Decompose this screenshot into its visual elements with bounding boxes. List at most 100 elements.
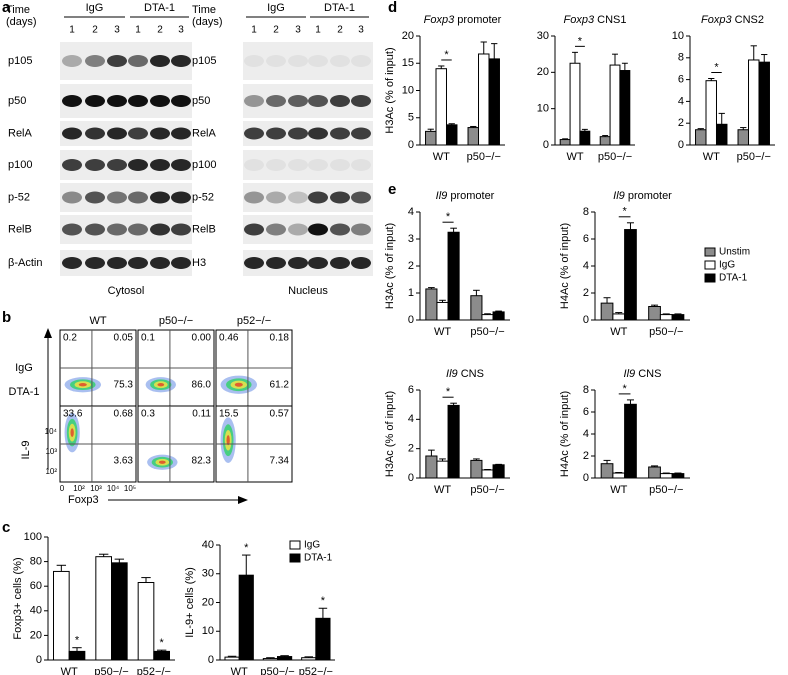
flow-density [157,383,165,387]
time-label: Time (days) [6,4,37,28]
blot-band [128,257,148,269]
y-tick-label: 5 [408,112,414,124]
x-tick-label: p50−/− [260,666,294,675]
blot-band [351,191,371,204]
lane-label: 3 [295,25,301,36]
bar [671,314,685,321]
chart-title: Foxp3 CNS2 [701,14,764,26]
blot-band [308,223,328,236]
y-tick-label: 8 [583,206,589,218]
bar [470,295,483,321]
fraction-label: Cytosol [108,285,145,297]
flow-density [70,428,74,437]
flow-density [158,460,166,464]
group-label: DTA-1 [144,2,175,14]
legend-label: IgG [719,260,735,271]
bar [238,574,254,661]
chart-title: Il9 CNS [446,368,484,380]
bar [478,53,490,146]
bar [748,59,760,146]
y-tick-label: 0 [408,472,414,484]
y-tick-label: 2 [408,443,414,455]
quadrant-value: 0.00 [192,333,212,344]
legend-swatch [704,260,716,270]
bar [599,136,611,146]
bar [467,127,480,146]
panel-label: b [2,309,11,326]
panel-label: a [2,0,11,16]
bar [695,129,707,146]
y-tick-label: 0 [678,139,684,151]
flow-x-tick: 10⁴ [107,484,120,493]
y-tick-label: 6 [583,406,589,418]
blot-band [107,55,127,67]
blot-band [266,55,286,67]
bar [705,80,717,146]
bar [111,562,128,661]
bar [624,229,637,321]
y-axis-label: H3Ac (% of input) [384,223,396,309]
y-tick-label: 40 [30,605,42,617]
x-tick-label: p50−/− [467,151,501,163]
bar [153,650,170,661]
quadrant-value: 0.46 [219,333,239,344]
bar [648,466,661,479]
blot-band [351,223,371,236]
bar [262,658,279,661]
panel-label: c [2,519,10,536]
blot-band [244,55,264,67]
bar [68,650,86,661]
flow-y-tick: 10² [45,467,57,476]
blot-band [171,191,191,204]
blot-band [351,95,371,107]
bar [492,464,505,479]
y-tick-label: 4 [583,428,589,440]
blot-band [150,55,170,67]
y-tick-label: 3 [408,233,414,245]
lane-label: 3 [358,25,364,36]
blot-band [266,127,286,140]
y-axis-label: H3Ac (% of input) [384,391,396,477]
blot-band [330,159,350,171]
blot-band [107,95,127,107]
quadrant-value: 0.1 [141,333,155,344]
quadrant-value: 0.05 [114,333,134,344]
blot-band [150,191,170,204]
x-tick-label: WT [703,151,720,163]
significance-star: * [446,386,451,398]
legend-swatch [704,247,716,257]
legend-label: IgG [304,540,320,551]
bar [470,459,483,479]
lane-label: 1 [69,25,75,36]
y-tick-label: 20 [30,629,42,641]
y-tick-label: 4 [408,206,414,218]
y-tick-label: 0 [408,139,414,151]
x-tick-label: WT [610,484,627,496]
blot-band [128,55,148,67]
blot-band [171,55,191,67]
significance-star: * [714,61,719,73]
blot-band [308,159,328,171]
blot-row-label: p105 [192,55,216,67]
blot-band [128,191,148,204]
significance-star: * [444,49,449,61]
blot-band [62,191,82,204]
y-tick-label: 0 [583,472,589,484]
treatment-label: DTA-1 [9,386,40,398]
lane-label: 1 [315,25,321,36]
y-tick-label: 2 [583,287,589,299]
bar [137,582,155,661]
blot-band [107,191,127,204]
arrowhead [44,328,52,338]
x-tick-label: p50−/− [598,151,632,163]
lane-label: 3 [114,25,120,36]
legend-swatch [289,540,301,550]
y-tick-label: 10 [537,103,549,115]
bar [425,455,438,479]
flow-density [78,383,87,387]
blot-band [351,257,371,269]
group-label: DTA-1 [324,2,355,14]
y-axis-label: H4Ac (% of input) [559,391,571,477]
x-tick-label: p50−/− [737,151,771,163]
blot-band [288,95,308,107]
